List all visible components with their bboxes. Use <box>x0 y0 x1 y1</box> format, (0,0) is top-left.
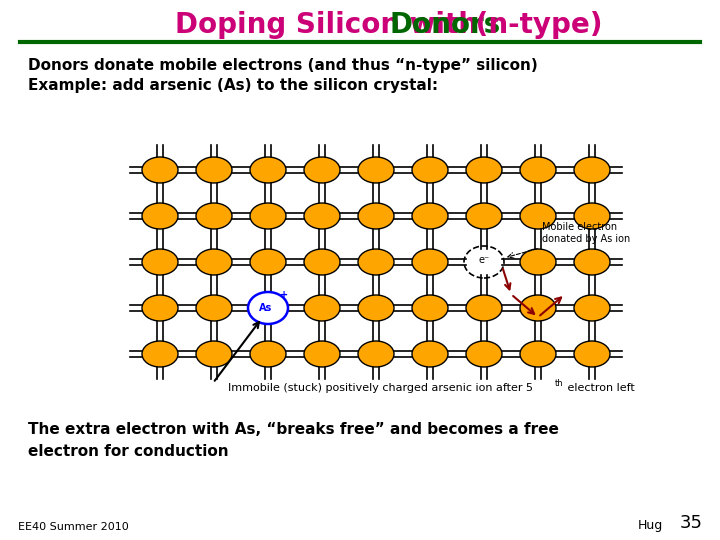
Ellipse shape <box>304 203 340 229</box>
Text: Donors: Donors <box>390 11 501 39</box>
Ellipse shape <box>196 295 232 321</box>
Ellipse shape <box>358 249 394 275</box>
Ellipse shape <box>412 249 448 275</box>
Ellipse shape <box>412 203 448 229</box>
Ellipse shape <box>250 157 286 183</box>
Ellipse shape <box>250 341 286 367</box>
Text: +: + <box>280 290 288 300</box>
Ellipse shape <box>412 295 448 321</box>
Ellipse shape <box>520 341 556 367</box>
Text: The extra electron with As, “breaks free” and becomes a free: The extra electron with As, “breaks free… <box>28 422 559 437</box>
Text: Immobile (stuck) positively charged arsenic ion after 5: Immobile (stuck) positively charged arse… <box>228 383 534 393</box>
Ellipse shape <box>196 203 232 229</box>
Ellipse shape <box>574 249 610 275</box>
Text: Example: add arsenic (As) to the silicon crystal:: Example: add arsenic (As) to the silicon… <box>28 78 438 93</box>
Ellipse shape <box>304 295 340 321</box>
Ellipse shape <box>304 157 340 183</box>
Ellipse shape <box>412 157 448 183</box>
Ellipse shape <box>520 157 556 183</box>
Text: EE40 Summer 2010: EE40 Summer 2010 <box>18 522 129 532</box>
Ellipse shape <box>142 249 178 275</box>
Text: e⁻: e⁻ <box>478 255 490 265</box>
Text: Doping Silicon with: Doping Silicon with <box>175 11 487 39</box>
Ellipse shape <box>358 203 394 229</box>
Ellipse shape <box>142 203 178 229</box>
Text: As: As <box>259 303 273 313</box>
Ellipse shape <box>142 295 178 321</box>
Ellipse shape <box>250 249 286 275</box>
Text: th: th <box>555 379 564 388</box>
Ellipse shape <box>304 249 340 275</box>
Text: Hug: Hug <box>638 519 663 532</box>
Ellipse shape <box>248 292 288 324</box>
Ellipse shape <box>466 157 502 183</box>
Ellipse shape <box>520 203 556 229</box>
Ellipse shape <box>250 203 286 229</box>
Ellipse shape <box>358 157 394 183</box>
Ellipse shape <box>574 295 610 321</box>
Text: 35: 35 <box>680 514 703 532</box>
Ellipse shape <box>466 295 502 321</box>
Ellipse shape <box>574 157 610 183</box>
Ellipse shape <box>466 203 502 229</box>
Text: Mobile electron
donated by As ion: Mobile electron donated by As ion <box>542 222 630 244</box>
Ellipse shape <box>574 341 610 367</box>
Ellipse shape <box>142 341 178 367</box>
Text: electron left: electron left <box>564 383 635 393</box>
Text: (n-type): (n-type) <box>466 11 603 39</box>
Ellipse shape <box>520 249 556 275</box>
Ellipse shape <box>196 157 232 183</box>
Ellipse shape <box>358 295 394 321</box>
Ellipse shape <box>196 341 232 367</box>
Ellipse shape <box>466 341 502 367</box>
Text: Donors donate mobile electrons (and thus “n-type” silicon): Donors donate mobile electrons (and thus… <box>28 58 538 73</box>
Ellipse shape <box>142 157 178 183</box>
Ellipse shape <box>304 341 340 367</box>
Text: electron for conduction: electron for conduction <box>28 444 229 459</box>
Ellipse shape <box>196 249 232 275</box>
Ellipse shape <box>520 295 556 321</box>
Ellipse shape <box>574 203 610 229</box>
Ellipse shape <box>412 341 448 367</box>
Ellipse shape <box>358 341 394 367</box>
